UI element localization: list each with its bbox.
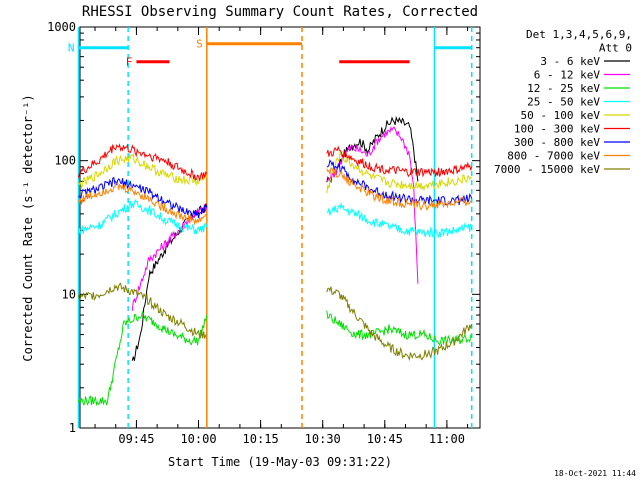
y-tick-label: 10 — [62, 287, 76, 301]
status-bar-label: N — [68, 42, 75, 55]
legend-entry-label: 300 - 800 keV — [514, 136, 600, 149]
series-line — [326, 310, 473, 346]
x-tick-label: 11:00 — [429, 432, 465, 446]
series-line — [326, 286, 473, 362]
series-line — [78, 198, 208, 235]
plot-area: 09:45 10:00 10:15 10:30 10:45 11:00 1 10 100 1000… — [47, 20, 481, 446]
series-line — [78, 143, 208, 181]
x-tick-label: 10:15 — [243, 432, 279, 446]
x-tick-label: 09:45 — [118, 432, 154, 446]
x-axis-label: Start Time (19-May-03 09:31:22) — [168, 455, 392, 469]
x-tick-label: 10:00 — [180, 432, 216, 446]
series-line — [326, 202, 473, 239]
y-axis-label: Corrected Count Rate (s⁻¹ detector⁻¹) — [21, 94, 35, 361]
legend-entry-label: 6 - 12 keV — [534, 69, 601, 82]
legend-title-line: Det 1,3,4,5,6,9, — [526, 28, 632, 41]
series-line — [131, 204, 208, 311]
status-bar-label: S — [196, 38, 203, 51]
x-tick-label: 10:45 — [367, 432, 403, 446]
legend-entry-label: 12 - 25 keV — [527, 82, 600, 95]
series-line — [326, 126, 419, 284]
legend-entry-label: 25 - 50 keV — [527, 96, 600, 109]
legend-entry-label: 100 - 300 keV — [514, 123, 600, 136]
series-line — [326, 167, 472, 211]
status-bar-label: F — [126, 56, 133, 69]
y-tick-label: 1000 — [47, 20, 76, 34]
series-line — [326, 151, 472, 194]
chart-title: RHESSI Observing Summary Count Rates, Co… — [82, 4, 478, 20]
legend-entry-label: 50 - 100 keV — [521, 109, 601, 122]
series-line — [78, 282, 208, 339]
series-line — [78, 181, 208, 226]
series-line — [78, 310, 208, 407]
y-tick-label: 1 — [69, 421, 76, 435]
plot-frame — [79, 26, 481, 429]
x-tick-label: 10:30 — [305, 432, 341, 446]
legend-entry-label: 800 - 7000 keV — [507, 150, 600, 163]
legend-title-line: Att 0 — [599, 42, 632, 55]
generated-timestamp: 18-Oct-2021 11:44 — [554, 469, 636, 478]
legend-entry-label: 3 - 6 keV — [540, 55, 600, 68]
series-line — [78, 152, 208, 190]
series-line — [326, 145, 473, 178]
y-tick-label: 100 — [54, 154, 76, 168]
legend-entry-label: 7000 - 15000 keV — [494, 163, 600, 176]
